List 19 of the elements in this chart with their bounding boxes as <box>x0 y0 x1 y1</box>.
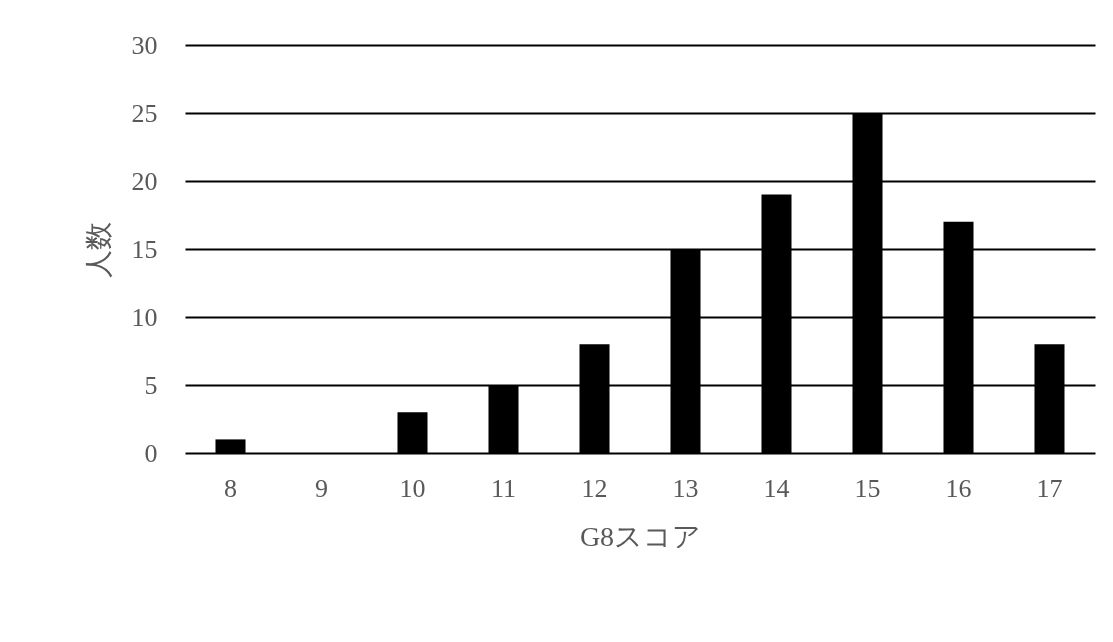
x-tick-label: 14 <box>763 473 790 503</box>
x-tick-label: 17 <box>1036 473 1063 503</box>
y-tick-label: 0 <box>144 438 158 468</box>
x-axis-title: G8スコア <box>579 520 702 552</box>
y-axis-title: 人数 <box>82 221 114 278</box>
y-tick-label: 20 <box>131 166 158 196</box>
x-tick-label: 15 <box>854 473 881 503</box>
x-tick-label: 11 <box>490 473 517 503</box>
x-tick-label: 16 <box>945 473 972 503</box>
x-tick-label: 8 <box>224 473 237 503</box>
x-tick-label: 10 <box>399 473 426 503</box>
x-tick-label: 12 <box>581 473 608 503</box>
x-tick-label: 13 <box>672 473 699 503</box>
y-tick-label: 30 <box>131 30 158 60</box>
y-tick-label: 5 <box>144 370 158 400</box>
y-tick-label: 25 <box>131 98 158 128</box>
y-tick-label: 10 <box>131 302 158 332</box>
x-tick-label: 9 <box>315 473 328 503</box>
y-tick-label: 15 <box>131 234 158 264</box>
